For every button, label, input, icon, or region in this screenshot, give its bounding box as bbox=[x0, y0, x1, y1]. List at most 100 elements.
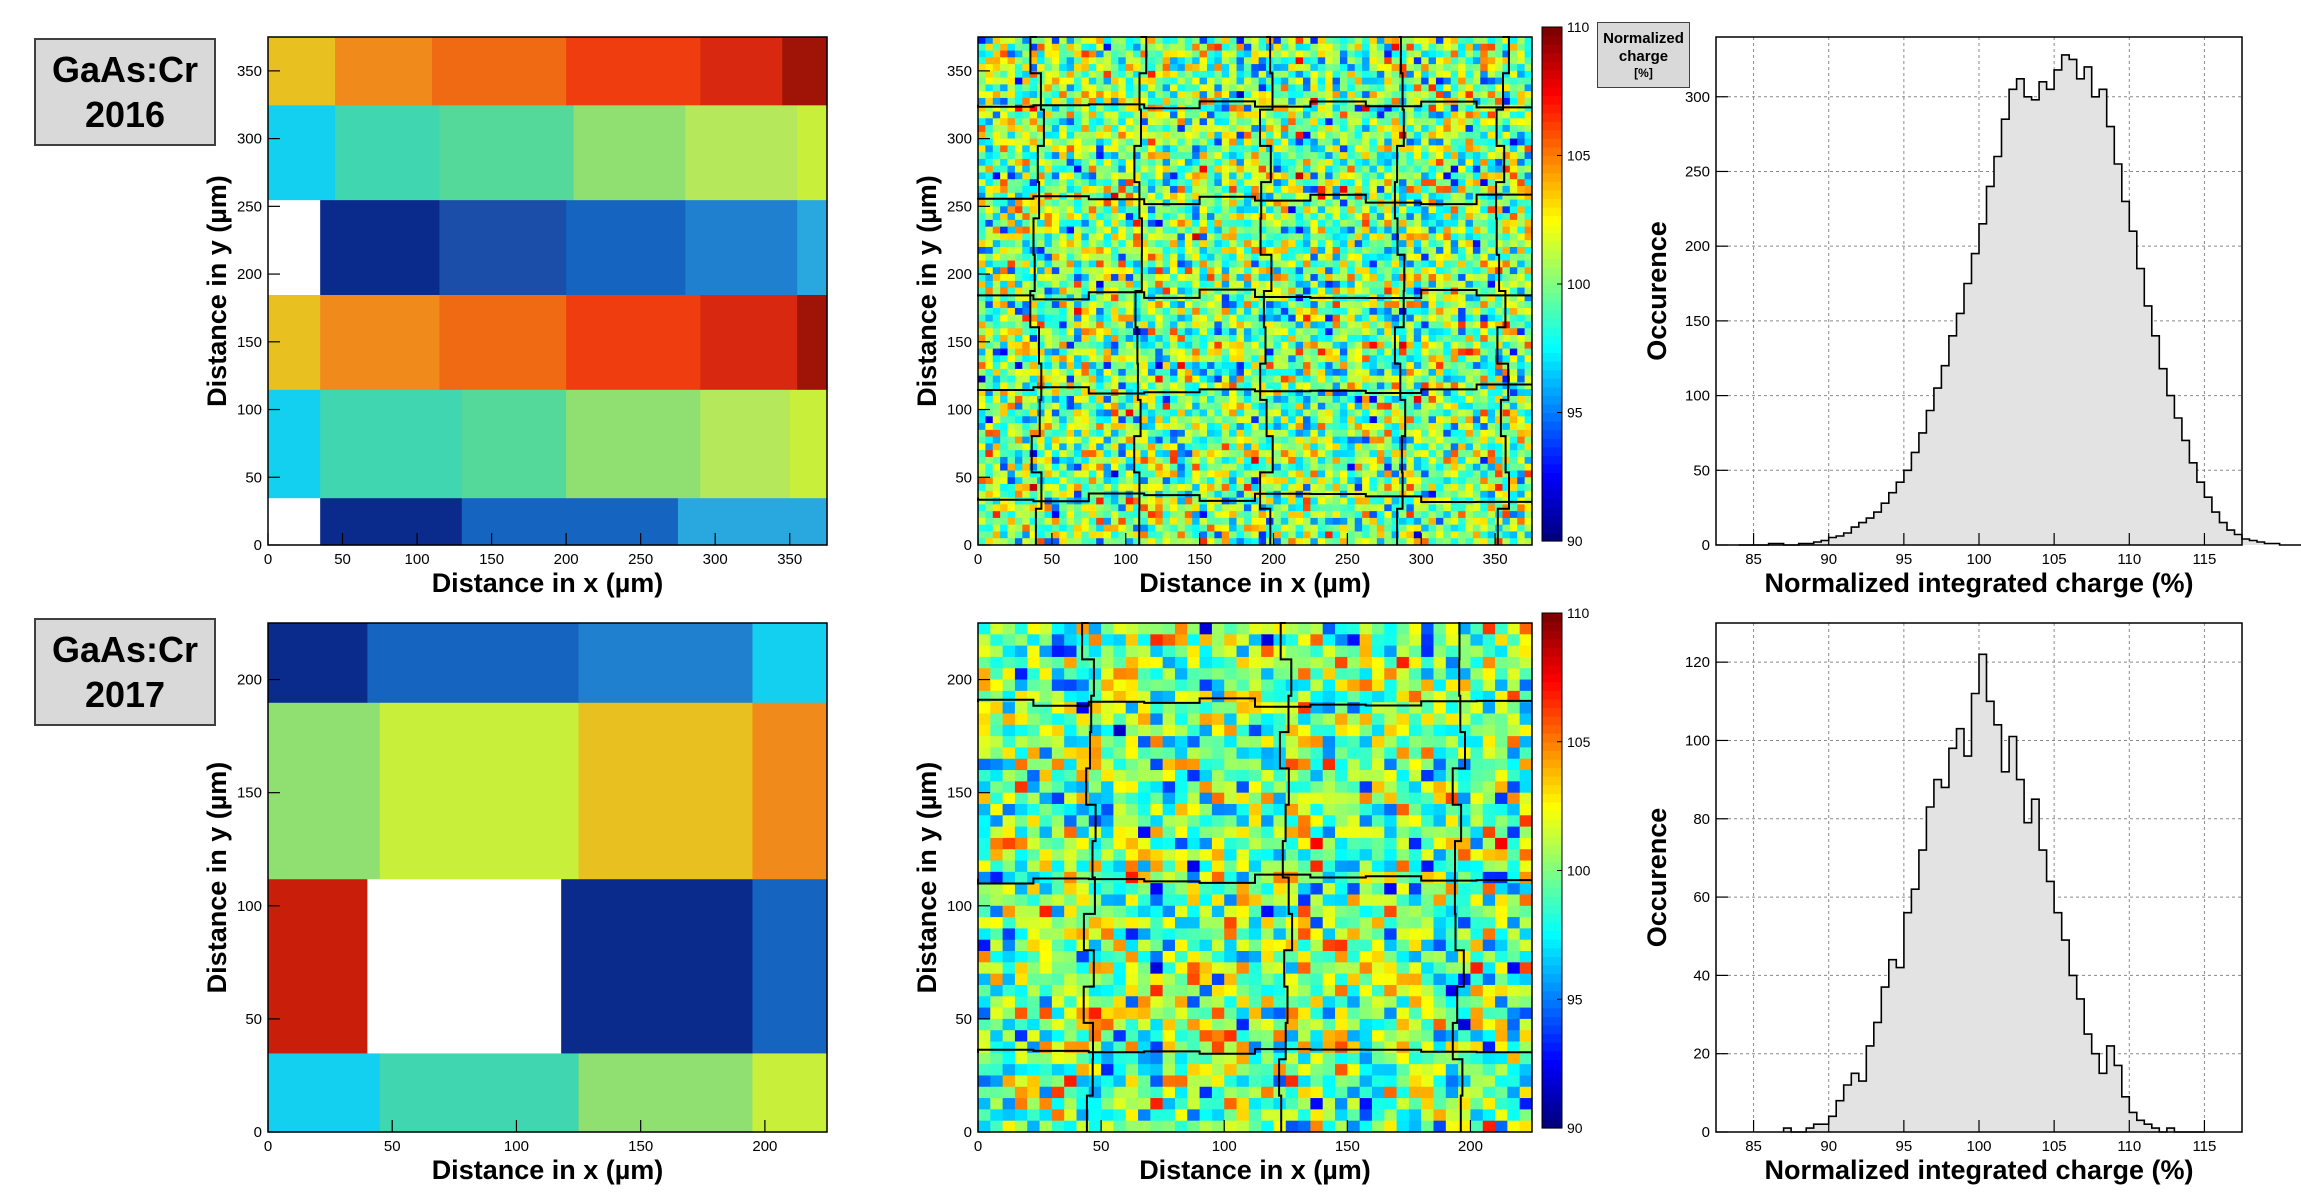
charge-cell bbox=[1458, 64, 1467, 72]
charge-cell bbox=[1184, 328, 1193, 336]
charge-cell bbox=[1118, 423, 1127, 431]
charge-cell bbox=[1140, 179, 1149, 187]
charge-cell bbox=[1406, 43, 1415, 52]
charge-cell bbox=[1007, 504, 1016, 512]
charge-cell bbox=[1133, 91, 1142, 99]
charge-cell bbox=[1376, 307, 1385, 316]
charge-cell bbox=[1288, 423, 1297, 431]
charge-cell bbox=[1022, 246, 1031, 255]
charge-cell bbox=[1295, 504, 1304, 512]
charge-cell bbox=[1037, 267, 1045, 275]
charge-cell bbox=[1140, 125, 1149, 133]
charge-cell bbox=[1258, 402, 1267, 411]
charge-cell bbox=[992, 77, 1001, 85]
charge-cell bbox=[985, 104, 994, 113]
charge-cell bbox=[1421, 463, 1430, 471]
charge-cell bbox=[1251, 395, 1260, 404]
charge-cell bbox=[1243, 335, 1252, 343]
charge-cell bbox=[1295, 341, 1304, 350]
charge-cell bbox=[1140, 328, 1149, 336]
charge-cell bbox=[1251, 524, 1260, 532]
charge-cell bbox=[1074, 274, 1082, 282]
charge-cell bbox=[1192, 145, 1201, 153]
colorbar-title-line3: [%] bbox=[1634, 65, 1653, 80]
charge-cell bbox=[1184, 267, 1193, 275]
charge-cell bbox=[1162, 37, 1171, 45]
charge-cell bbox=[1458, 37, 1467, 45]
charge-cell bbox=[1458, 233, 1467, 241]
charge-cell bbox=[1110, 382, 1119, 390]
charge-cell bbox=[1081, 280, 1090, 289]
charge-cell bbox=[1162, 524, 1171, 532]
charge-cell bbox=[1362, 321, 1370, 329]
charge-cell bbox=[1339, 267, 1348, 275]
charge-cell bbox=[1421, 477, 1430, 485]
charge-cell bbox=[1066, 186, 1075, 194]
charge-cell bbox=[1192, 348, 1201, 356]
charge-cell bbox=[1000, 125, 1009, 133]
charge-cell bbox=[1155, 450, 1164, 458]
charge-cell bbox=[1243, 125, 1252, 133]
charge-cell bbox=[1295, 77, 1304, 85]
charge-cell bbox=[1266, 382, 1274, 390]
charge-cell bbox=[1162, 375, 1171, 383]
charge-cell bbox=[1170, 240, 1178, 248]
charge-cell bbox=[1280, 341, 1289, 350]
charge-cell bbox=[1354, 477, 1363, 485]
charge-cell bbox=[1081, 321, 1090, 329]
charge-cell bbox=[1088, 111, 1097, 119]
pixel-region bbox=[461, 497, 679, 546]
charge-cell bbox=[1435, 416, 1444, 424]
charge-cell bbox=[1362, 186, 1370, 194]
charge-cell bbox=[1458, 57, 1467, 65]
charge-cell bbox=[1059, 138, 1068, 146]
charge-cell bbox=[1074, 531, 1082, 539]
charge-cell bbox=[1177, 77, 1186, 85]
charge-cell bbox=[1177, 165, 1186, 173]
charge-cell bbox=[1066, 246, 1075, 255]
charge-cell bbox=[1059, 504, 1068, 512]
charge-cell bbox=[1303, 77, 1311, 85]
charge-cell bbox=[1051, 511, 1060, 519]
charge-cell bbox=[1059, 219, 1068, 228]
charge-cell bbox=[1443, 240, 1452, 248]
charge-cell bbox=[1347, 538, 1356, 546]
charge-cell bbox=[1022, 226, 1031, 234]
charge-cell bbox=[1066, 395, 1075, 404]
charge-cell bbox=[1443, 91, 1452, 99]
charge-cell bbox=[1096, 50, 1105, 58]
charge-cell bbox=[1103, 77, 1112, 85]
charge-cell bbox=[1066, 348, 1075, 356]
charge-cell bbox=[1266, 301, 1274, 309]
charge-cell bbox=[1074, 409, 1082, 417]
charge-cell bbox=[1428, 246, 1437, 255]
charge-cell bbox=[1192, 511, 1201, 519]
charge-cell bbox=[1221, 219, 1230, 228]
charge-cell bbox=[1243, 362, 1252, 370]
charge-cell bbox=[1317, 484, 1326, 492]
charge-cell bbox=[1280, 91, 1289, 99]
charge-cell bbox=[978, 362, 986, 370]
charge-cell bbox=[1007, 64, 1016, 72]
charge-cell bbox=[1428, 368, 1437, 377]
charge-cell bbox=[1206, 511, 1215, 519]
charge-cell bbox=[1450, 511, 1459, 519]
charge-cell bbox=[1391, 97, 1400, 106]
charge-cell bbox=[1110, 280, 1119, 289]
charge-cell bbox=[1022, 294, 1031, 302]
charge-cell bbox=[1295, 294, 1304, 302]
charge-cell bbox=[1339, 253, 1348, 262]
charge-cell bbox=[1059, 429, 1068, 438]
charge-cell bbox=[1147, 429, 1156, 438]
charge-cell bbox=[1051, 524, 1060, 532]
charge-cell bbox=[1051, 429, 1060, 438]
charge-cell bbox=[1155, 416, 1164, 424]
charge-cell bbox=[1014, 436, 1023, 444]
charge-cell bbox=[1243, 104, 1252, 113]
charge-cell bbox=[1354, 456, 1363, 465]
charge-cell bbox=[1280, 484, 1289, 492]
charge-cell bbox=[1421, 484, 1430, 492]
charge-cell bbox=[1199, 206, 1208, 214]
charge-cell bbox=[1310, 395, 1319, 404]
charge-cell bbox=[1399, 456, 1407, 465]
